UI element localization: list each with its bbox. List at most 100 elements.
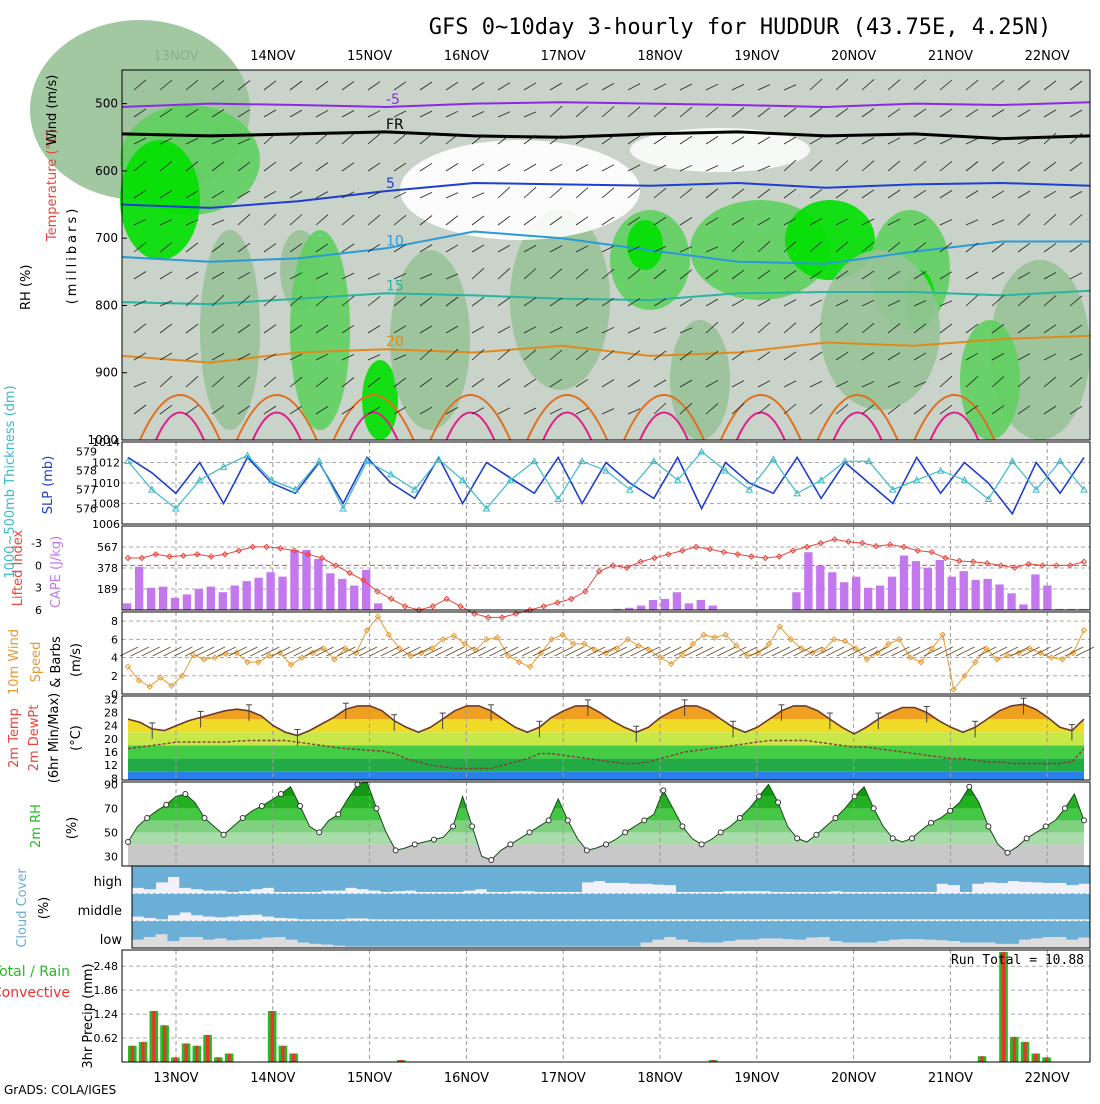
wind-barb-10m [271,646,291,657]
wind-barb [887,352,901,361]
wind-barb [419,244,433,253]
wind-barb [627,268,641,280]
bottom-day-label: 18NOV [637,1071,682,1086]
cloud-cell-clear [250,939,263,948]
rh-point [469,823,476,830]
wind-barb [575,326,589,334]
wind-barb-10m [912,646,932,657]
cloud-cell [167,866,180,877]
wind-barb-10m [902,646,921,657]
cloud-cell [936,866,949,884]
hot-isotherm [348,411,399,441]
wind-barb [185,271,199,280]
wind-barb [471,111,485,118]
thickness-tick: 578 [76,465,97,478]
wind-barb [861,322,875,334]
wind-barb-10m [739,646,758,657]
wind-barb [445,377,459,388]
cloud-cell [202,920,216,940]
cloud-cell-clear [202,939,216,948]
thickness-point [267,476,276,484]
wind-barb [549,297,563,307]
cloud-cell [262,920,275,938]
wind-barb [653,164,667,172]
cloud-cell [616,866,630,883]
wind-barb [653,216,667,226]
lifted-index-line [128,538,1085,618]
cloud-cell [167,920,180,942]
thickness-point [315,457,324,465]
cape-tick: 378 [97,562,118,575]
cloud-cell [321,866,334,891]
wind-barb [367,214,381,226]
cloud-cell [368,920,381,947]
cloud-cell [865,893,878,920]
wind-speed-point [1080,627,1088,634]
cape-bar [134,566,144,610]
warm-isotherm [623,394,705,441]
wind-barb [159,323,173,334]
wind-barb [523,163,537,172]
wind-barb [835,380,849,388]
cloud-cell [806,866,819,892]
cloud-cell [770,893,783,920]
lifted-index-point [789,547,797,554]
cape-bar [875,585,885,610]
wind-barb [185,138,199,145]
cloud-cell [995,920,1008,944]
wind-barb [263,214,277,226]
wind-barb [861,79,875,91]
temp-tick: 16 [104,746,118,759]
cloud-cell [628,920,642,947]
cape-bar [923,567,933,610]
wind-tick: 0 [111,688,118,701]
cloud-cell [593,920,606,947]
cloud-cell-clear [273,937,287,948]
wind-barb-10m [836,646,856,657]
precip-tick: 1.86 [94,984,119,997]
cloud-cell [948,866,961,886]
cloud-cell [640,893,653,920]
cloud-cell [829,920,843,942]
cloud-cell [1042,866,1056,883]
wind-speed-point [1048,654,1055,661]
cloud-cell [262,893,275,917]
cloud-cell-clear [415,946,429,948]
precip-conv-bar [980,1056,984,1062]
wind-barb [471,378,485,388]
wind-barb [991,109,1005,118]
wind-barb [991,294,1005,307]
wind-barb [185,79,199,91]
cloud-cell [1078,866,1091,884]
isotherm-label: 5 [386,176,395,192]
cloud-cell-clear [936,940,949,948]
wind-barb [211,109,225,118]
wind-barb [887,137,901,145]
wind-barb [237,190,251,199]
precip-conv-bar [162,1025,167,1062]
wind-barb [887,79,901,91]
isotherm-label: 15 [386,278,404,294]
wind-speed-point [157,674,164,681]
cloud-cell-clear [321,944,334,948]
wind-barb [445,192,459,199]
wind-barb [731,298,745,307]
li-tick: 3 [35,582,42,595]
upper-air-panel: -5 FR 5 10 15 20 500 600 700 800 900 1000 [30,20,1091,447]
wind-barb [393,81,407,91]
wind-barb [679,269,693,280]
cloud-cell [959,866,973,892]
wind-barb [575,135,589,145]
cloud-cell [368,893,381,920]
cloud-cell [912,893,925,920]
cape-frame [121,525,1091,611]
cloud-cell-clear [853,942,866,948]
wind-barb [757,136,771,145]
wind-barb [315,162,329,172]
wind-tick: 2 [111,670,118,683]
wind-speed-point [146,683,153,690]
wind-speed-point [667,660,675,668]
wind-barb [523,407,537,415]
wind-barb [471,82,485,91]
